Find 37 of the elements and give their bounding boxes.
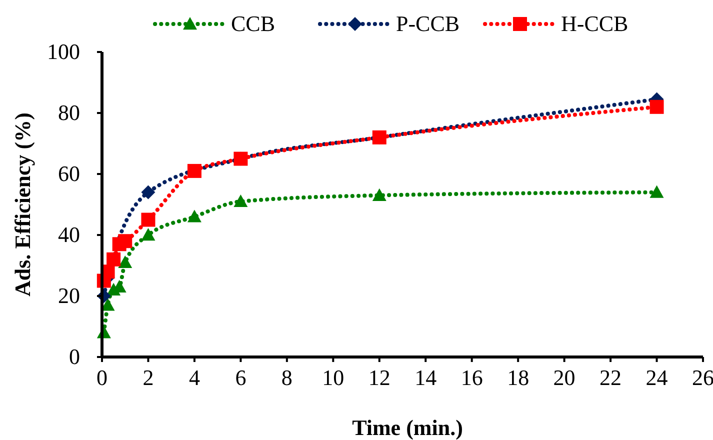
x-tick-label: 10 (322, 365, 344, 390)
point (141, 228, 156, 241)
x-tick-label: 4 (188, 365, 200, 390)
x-tick-label: 24 (646, 365, 668, 390)
point (234, 194, 248, 208)
y-tick-label: 100 (47, 39, 80, 64)
x-tick-label: 20 (553, 365, 576, 390)
point (372, 188, 386, 201)
point (187, 164, 202, 178)
point (650, 185, 664, 198)
legend-label: H-CCB (561, 11, 628, 36)
legend-label: CCB (231, 11, 276, 36)
y-tick-label: 60 (58, 161, 80, 186)
x-tick-label: 0 (96, 365, 108, 390)
x-tick-label: 12 (368, 365, 390, 390)
point (106, 252, 121, 266)
point (118, 255, 132, 268)
y-tick-label: 0 (69, 344, 80, 369)
x-axis-title: Time (min.) (352, 415, 463, 440)
x-tick-label: 14 (414, 365, 437, 390)
y-axis-title: Ads. Efficiency (%) (10, 112, 35, 296)
point (187, 210, 202, 222)
x-tick-label: 26 (692, 365, 713, 390)
x-tick-label: 18 (507, 365, 530, 390)
point (141, 212, 156, 227)
x-tick-label: 8 (281, 365, 292, 390)
x-tick-label: 2 (142, 365, 154, 390)
point (650, 100, 664, 114)
x-tick-label: 16 (460, 365, 483, 390)
point (141, 185, 156, 200)
legend-label: P-CCB (396, 11, 460, 36)
y-tick-label: 80 (58, 100, 80, 125)
y-tick-label: 20 (58, 283, 80, 308)
point (118, 234, 132, 248)
x-tick-label: 6 (235, 365, 246, 390)
y-tick-label: 40 (58, 222, 80, 247)
x-tick-label: 22 (600, 365, 622, 390)
